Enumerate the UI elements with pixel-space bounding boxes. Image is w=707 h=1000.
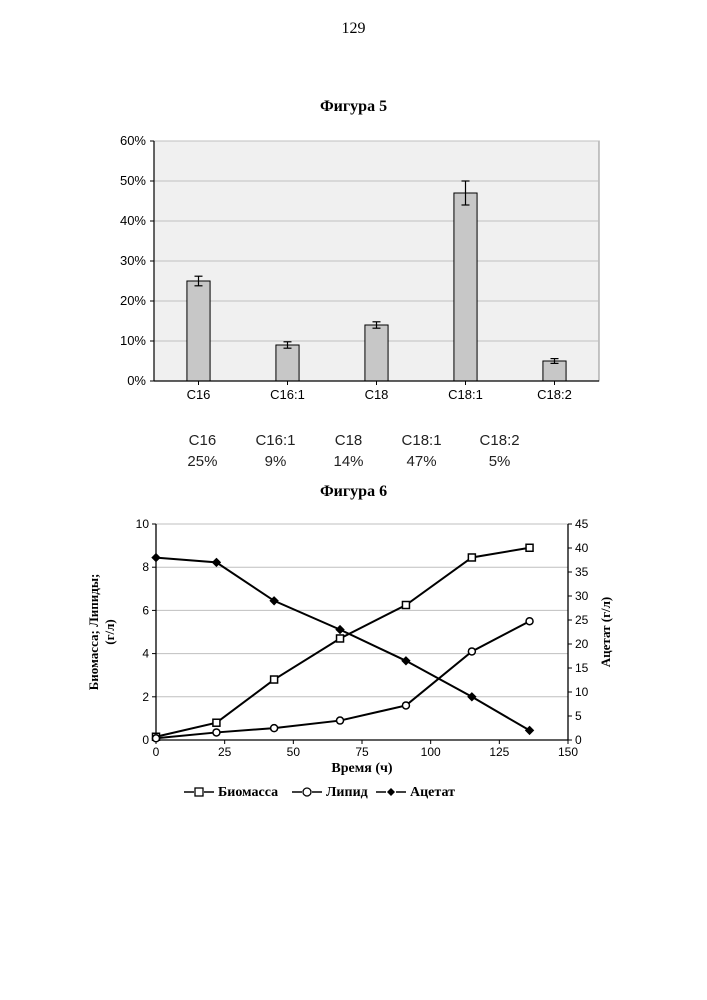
svg-text:4: 4 xyxy=(142,647,149,661)
svg-text:C16:1: C16:1 xyxy=(270,387,305,402)
svg-text:Ацетат: Ацетат xyxy=(410,785,455,800)
svg-text:Биомасса: Биомасса xyxy=(218,785,278,800)
svg-text:(г/л): (г/л) xyxy=(102,619,117,644)
summary-col-header: C18:2 xyxy=(462,431,538,450)
svg-text:20: 20 xyxy=(575,637,589,651)
svg-text:15: 15 xyxy=(575,661,589,675)
summary-col-header: C18:1 xyxy=(384,431,460,450)
summary-value: 47% xyxy=(384,452,460,471)
svg-text:C18:1: C18:1 xyxy=(448,387,483,402)
svg-text:150: 150 xyxy=(557,745,577,759)
svg-text:10: 10 xyxy=(135,517,149,531)
figure-5-title: Фигура 5 xyxy=(60,98,647,116)
summary-col-header: C18 xyxy=(315,431,381,450)
summary-col-header: C16:1 xyxy=(237,431,313,450)
svg-text:10%: 10% xyxy=(119,333,145,348)
svg-text:125: 125 xyxy=(489,745,509,759)
page: 129 Фигура 5 0%10%20%30%40%50%60%C16C16:… xyxy=(0,0,707,1000)
svg-text:40: 40 xyxy=(575,541,589,555)
svg-text:Время (ч): Время (ч) xyxy=(331,761,393,776)
svg-text:30%: 30% xyxy=(119,253,145,268)
svg-text:2: 2 xyxy=(142,690,149,704)
figure-6-legend: Биомасса Липид Ацетат xyxy=(60,782,647,802)
svg-text:25: 25 xyxy=(217,745,231,759)
svg-text:30: 30 xyxy=(575,589,589,603)
svg-text:Ацетат (г/л): Ацетат (г/л) xyxy=(598,597,613,667)
svg-text:40%: 40% xyxy=(119,213,145,228)
svg-text:35: 35 xyxy=(575,565,589,579)
page-number: 129 xyxy=(60,20,647,38)
svg-text:0%: 0% xyxy=(127,373,146,388)
svg-text:6: 6 xyxy=(142,603,149,617)
summary-value: 25% xyxy=(169,452,235,471)
svg-text:Биомасса; Липиды;: Биомасса; Липиды; xyxy=(86,574,101,691)
svg-text:Липид: Липид xyxy=(326,785,368,800)
svg-text:60%: 60% xyxy=(119,133,145,148)
svg-text:45: 45 xyxy=(575,517,589,531)
summary-value: 14% xyxy=(315,452,381,471)
svg-text:20%: 20% xyxy=(119,293,145,308)
svg-text:25: 25 xyxy=(575,613,589,627)
svg-text:8: 8 xyxy=(142,560,149,574)
svg-text:50: 50 xyxy=(286,745,300,759)
svg-text:5: 5 xyxy=(575,709,582,723)
svg-text:C16: C16 xyxy=(186,387,210,402)
figure-5-bar-chart: 0% 10% 20% 30% 40% 50% 60% C16 C16:1 C18 C18:1 C18:… xyxy=(99,131,609,411)
figure-5-summary-table: C16C16:1C18C18:1C18:2 25%9%14%47%5% xyxy=(167,429,539,473)
svg-text:10: 10 xyxy=(575,685,589,699)
svg-text:0: 0 xyxy=(142,733,149,747)
svg-text:100: 100 xyxy=(420,745,440,759)
svg-text:50%: 50% xyxy=(119,173,145,188)
figure-6-line-chart: 0246810051015202530354045025507510012515… xyxy=(84,516,624,776)
summary-value: 5% xyxy=(462,452,538,471)
svg-text:C18: C18 xyxy=(364,387,388,402)
svg-text:0: 0 xyxy=(152,745,159,759)
summary-value: 9% xyxy=(237,452,313,471)
svg-text:C18:2: C18:2 xyxy=(537,387,572,402)
figure-6-title: Фигура 6 xyxy=(60,483,647,501)
summary-col-header: C16 xyxy=(169,431,235,450)
svg-text:75: 75 xyxy=(355,745,369,759)
